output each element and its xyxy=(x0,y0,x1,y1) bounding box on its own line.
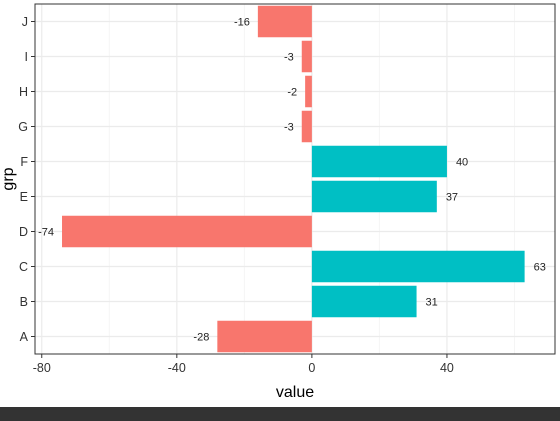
bar-value-label: -16 xyxy=(234,17,250,29)
y-tick-label: A xyxy=(20,330,29,344)
bar-value-label: -74 xyxy=(38,227,54,239)
bar-F xyxy=(311,145,447,178)
y-tick-label: C xyxy=(19,260,28,274)
x-axis-title: value xyxy=(276,384,314,401)
bar-G xyxy=(301,110,312,143)
bar-value-label: 37 xyxy=(446,192,458,204)
x-tick-label: -80 xyxy=(33,361,51,375)
bar-C xyxy=(311,250,525,283)
plot-panel-border xyxy=(34,3,556,355)
bar-value-label: 31 xyxy=(426,297,438,309)
x-tick-label: 40 xyxy=(440,361,454,375)
x-tick-label: 0 xyxy=(308,361,315,375)
bar-chart: -28 31 63 -74 37 40 -3 -2 -3 -16 A B C D E F G H I J -80 -4… xyxy=(0,3,556,401)
bar-D xyxy=(62,215,312,248)
bars-group xyxy=(62,5,525,353)
y-tick-label: E xyxy=(20,190,28,204)
bar-value-label: 40 xyxy=(456,157,468,169)
bar-labels-group: -28 31 63 -74 37 40 -3 -2 -3 -16 xyxy=(38,17,546,344)
y-tick-label: H xyxy=(19,85,28,99)
bottom-bar xyxy=(0,407,560,421)
bar-J xyxy=(257,5,312,38)
bar-I xyxy=(301,40,312,73)
bar-E xyxy=(311,180,437,213)
y-tick-label: I xyxy=(25,50,28,64)
bar-B xyxy=(311,285,417,318)
bar-value-label: -3 xyxy=(284,122,294,134)
y-axis: A B C D E F G H I J xyxy=(18,15,35,344)
y-tick-label: G xyxy=(18,120,28,134)
x-tick-label: -40 xyxy=(168,361,186,375)
y-tick-label: B xyxy=(20,295,28,309)
bar-H xyxy=(305,75,312,108)
y-tick-label: J xyxy=(22,15,28,29)
y-axis-title: grp xyxy=(0,167,17,190)
bar-value-label: -2 xyxy=(287,87,297,99)
bar-value-label: 63 xyxy=(534,262,546,274)
y-tick-label: D xyxy=(19,225,28,239)
bar-value-label: -3 xyxy=(284,52,294,64)
bar-value-label: -28 xyxy=(193,332,209,344)
y-tick-label: F xyxy=(20,155,28,169)
plot-panel-background xyxy=(35,4,555,354)
bar-A xyxy=(217,320,312,353)
x-axis: -80 -40 0 40 xyxy=(33,354,454,375)
